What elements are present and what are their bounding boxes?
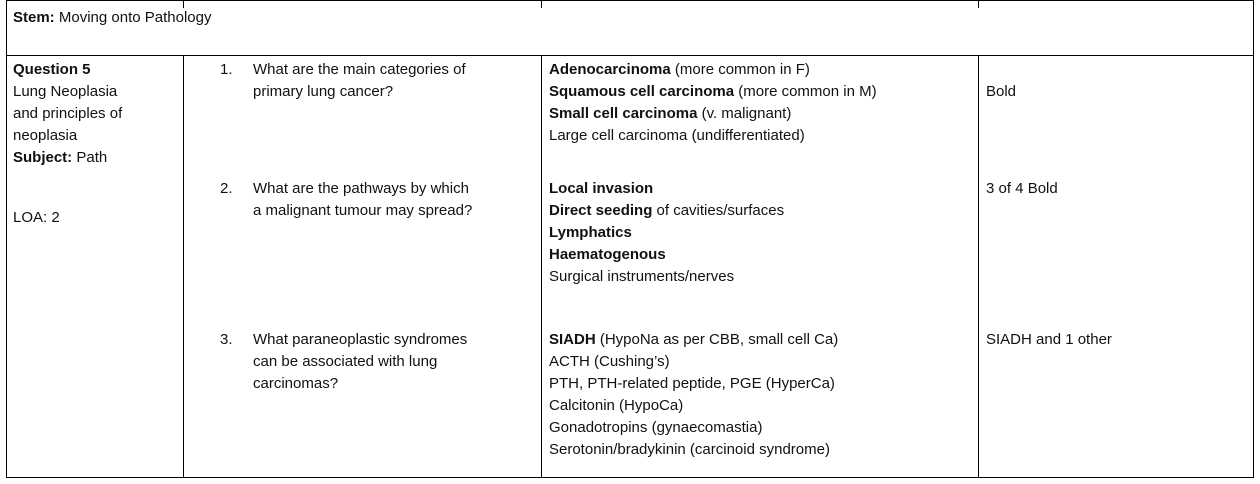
answer-line: Small cell carcinoma (v. malignant) <box>549 103 791 125</box>
answer-detail: PTH, PTH-related peptide, PGE (HyperCa) <box>549 375 835 392</box>
item-number: 2. <box>220 180 233 197</box>
stem-text: Stem: Moving onto Pathology <box>13 7 211 29</box>
answer-line: PTH, PTH-related peptide, PGE (HyperCa) <box>549 373 835 395</box>
answer-line: Gonadotropins (gynaecomastia) <box>549 417 762 439</box>
answer-detail: Large cell carcinoma (undifferentiated) <box>549 127 805 144</box>
answer-key-term: Direct seeding <box>549 202 653 219</box>
subject-value: Path <box>76 149 108 166</box>
marking-criteria: Bold <box>986 83 1017 100</box>
answer-line: Local invasion <box>549 178 653 200</box>
answer-key-term: Haematogenous <box>549 246 666 263</box>
column-divider-3 <box>978 0 979 8</box>
question-line: What are the pathways by which <box>253 180 469 197</box>
column-divider-3 <box>978 55 979 478</box>
answer-key-term: SIADH <box>549 331 596 348</box>
question-line: can be associated with lung <box>253 353 438 370</box>
answer-detail: ACTH (Cushing’s) <box>549 353 670 370</box>
question-line: a malignant tumour may spread? <box>253 202 473 219</box>
answer-key-term: Lymphatics <box>549 224 632 241</box>
answer-key-term: Squamous cell carcinoma <box>549 83 735 100</box>
answer-detail: of cavities/surfaces <box>652 202 785 219</box>
answer-key-term: Adenocarcinoma <box>549 61 671 78</box>
column-divider-1 <box>183 55 184 478</box>
answer-detail: (more common in F) <box>670 61 810 78</box>
answer-line: Serotonin/bradykinin (carcinoid syndrome… <box>549 439 830 461</box>
table-border-top <box>6 0 1254 1</box>
question-line: primary lung cancer? <box>253 83 394 100</box>
answer-detail: Gonadotropins (gynaecomastia) <box>549 419 763 436</box>
answer-detail: Surgical instruments/nerves <box>549 268 735 285</box>
answer-key-term: Small cell carcinoma <box>549 105 698 122</box>
answer-line: Surgical instruments/nerves <box>549 266 734 288</box>
answer-detail: (v. malignant) <box>697 105 792 122</box>
question-line: carcinomas? <box>253 375 339 392</box>
column-divider-2 <box>541 55 542 478</box>
stem-value: Moving onto Pathology <box>58 9 212 26</box>
item-number: 3. <box>220 331 233 348</box>
answer-detail: (HypoNa as per CBB, small cell Ca) <box>595 331 839 348</box>
table-border-left <box>6 0 7 478</box>
answer-detail: Serotonin/bradykinin (carcinoid syndrome… <box>549 441 830 458</box>
subject-label: Subject: <box>13 149 73 166</box>
stem-label: Stem: <box>13 9 55 26</box>
subject-line: Subject: Path <box>13 147 107 169</box>
marking-criteria: 3 of 4 Bold <box>986 180 1058 197</box>
question-line: What paraneoplastic syndromes <box>253 331 468 348</box>
answer-line: Direct seeding of cavities/surfaces <box>549 200 784 222</box>
answer-line: Large cell carcinoma (undifferentiated) <box>549 125 805 147</box>
question-line: What are the main categories of <box>253 61 466 78</box>
topic-line: and principles of <box>13 105 123 122</box>
answer-line: Calcitonin (HypoCa) <box>549 395 683 417</box>
answer-line: SIADH (HypoNa as per CBB, small cell Ca) <box>549 329 838 351</box>
answer-line: Adenocarcinoma (more common in F) <box>549 59 810 81</box>
answer-detail: (more common in M) <box>734 83 877 100</box>
answer-line: ACTH (Cushing’s) <box>549 351 670 373</box>
topic-line: Lung Neoplasia <box>13 83 118 100</box>
marking-criteria: SIADH and 1 other <box>986 331 1112 348</box>
topic-line: neoplasia <box>13 127 78 144</box>
item-number: 1. <box>220 61 233 78</box>
answer-line: Squamous cell carcinoma (more common in … <box>549 81 877 103</box>
table-border-right <box>1253 0 1254 478</box>
answer-line: Lymphatics <box>549 222 632 244</box>
answer-detail: Calcitonin (HypoCa) <box>549 397 684 414</box>
loa-level: LOA: 2 <box>13 209 60 226</box>
column-divider-2 <box>541 0 542 8</box>
column-divider-1 <box>183 0 184 8</box>
answer-key-term: Local invasion <box>549 180 654 197</box>
stem-row-divider <box>6 55 1254 56</box>
question-title: Question 5 <box>13 61 91 78</box>
table-border-bottom <box>6 477 1254 478</box>
answer-line: Haematogenous <box>549 244 666 266</box>
